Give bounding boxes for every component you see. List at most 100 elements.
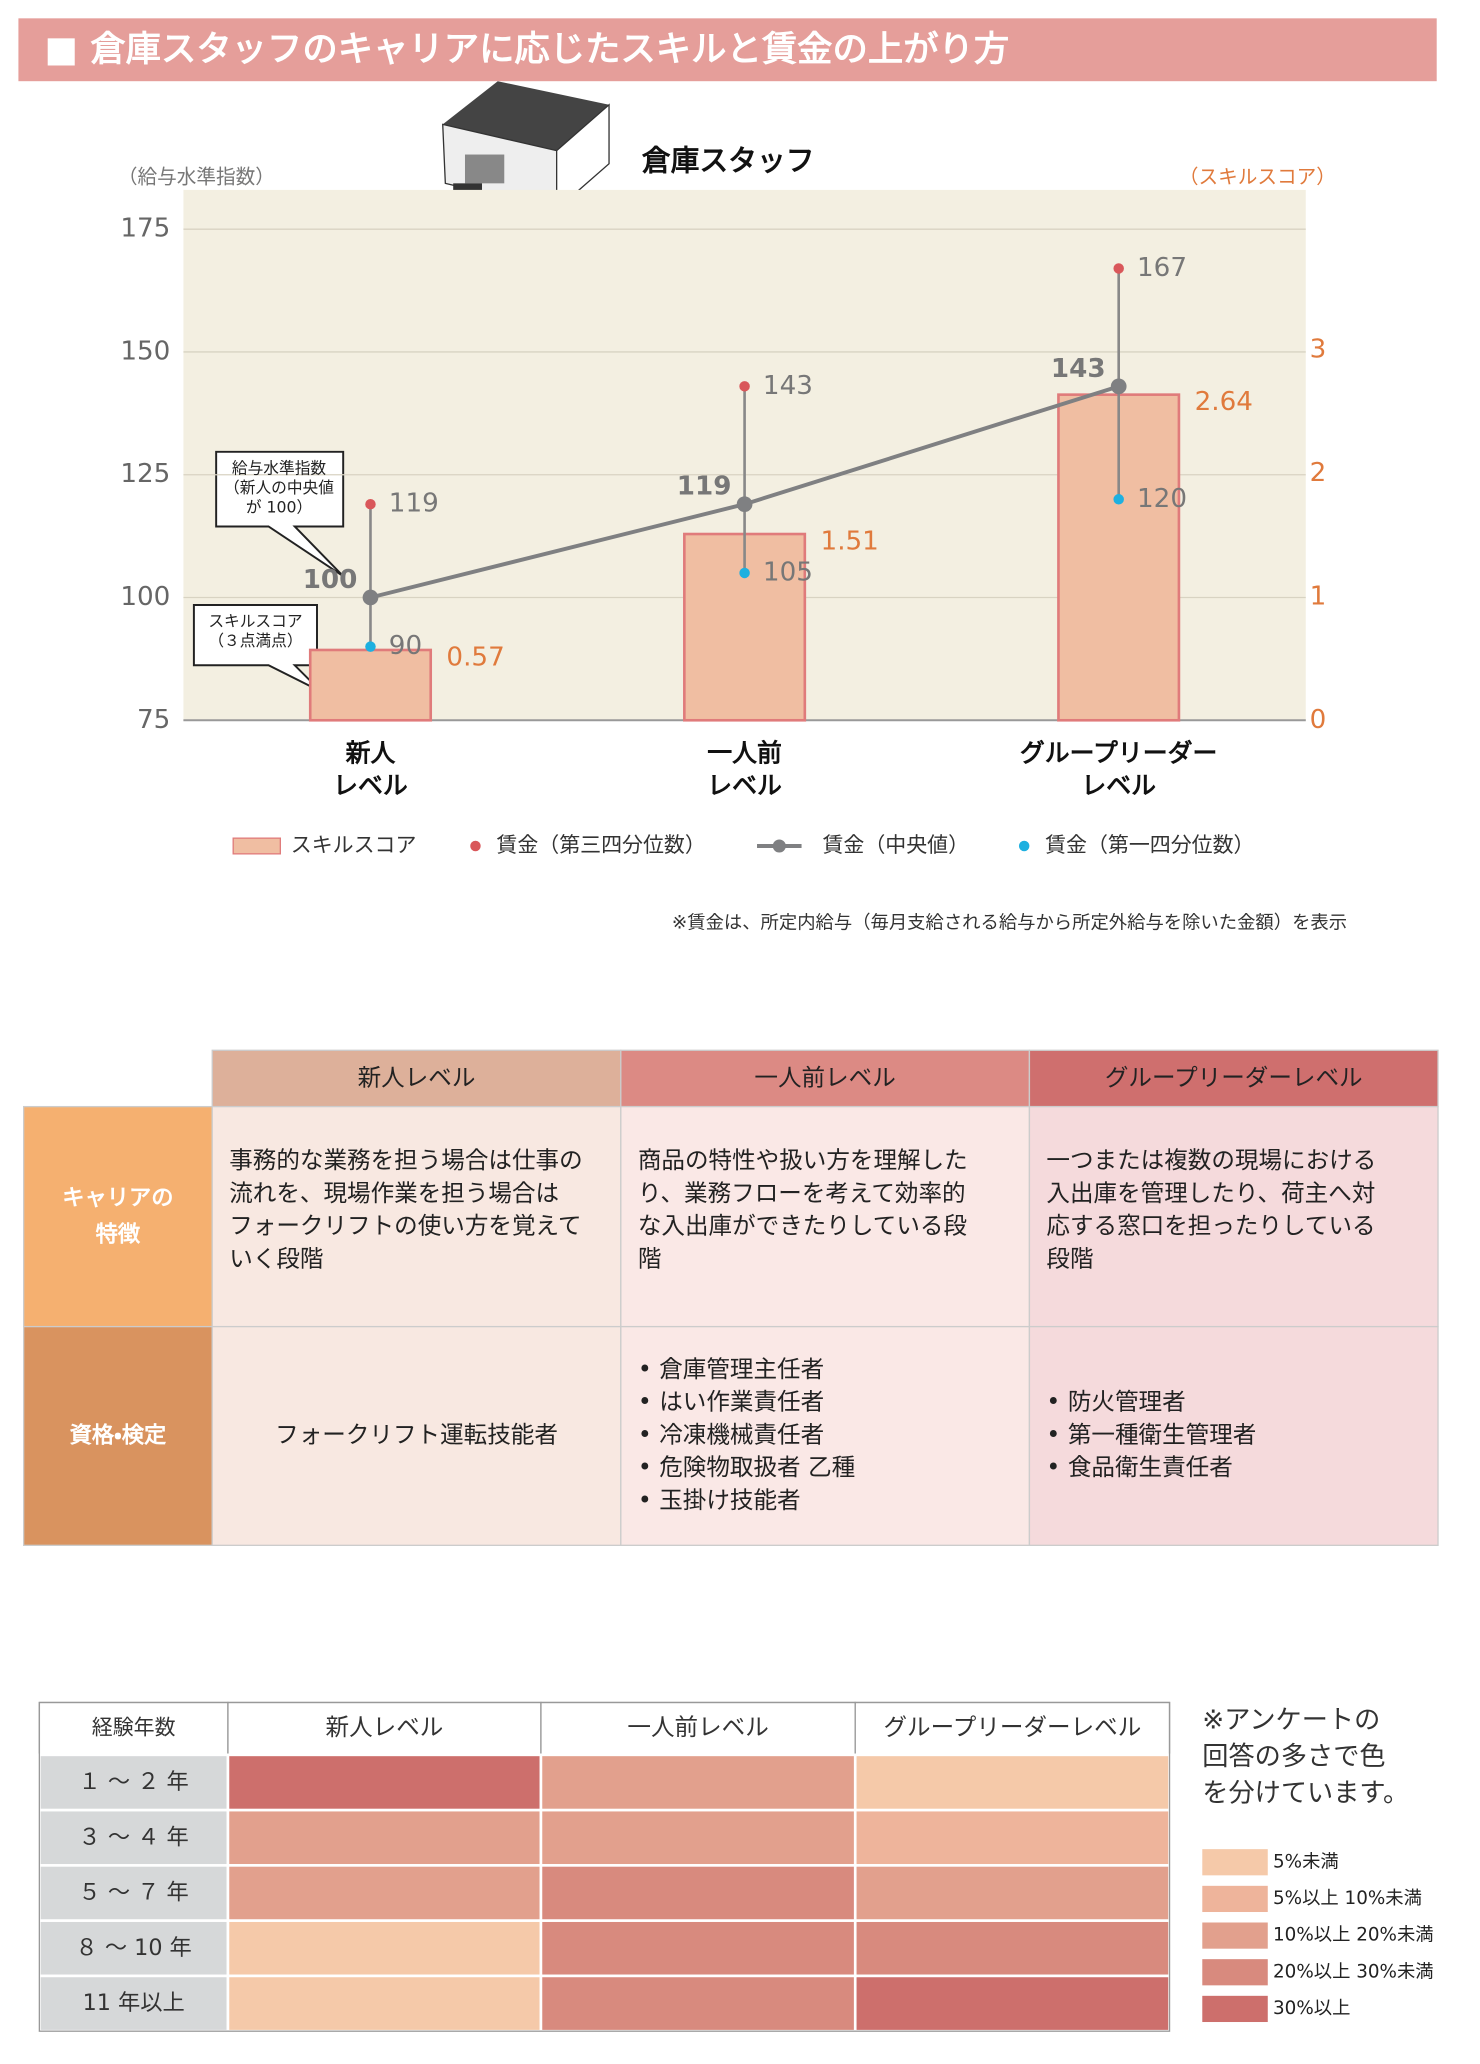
heatmap-cell — [539, 1974, 857, 2033]
table-header-cell — [1028, 1049, 1439, 1108]
value-label: 119 — [677, 472, 732, 502]
value-label: 120 — [1137, 484, 1187, 514]
dot — [365, 498, 376, 510]
cell-text: フォークリフトの使い方を覚えて — [229, 1212, 581, 1240]
table-cell — [1028, 1325, 1439, 1546]
legend-label: スキルスコア — [291, 833, 417, 857]
row-header-cell — [22, 1105, 213, 1328]
heatmap-border — [38, 1701, 1171, 2032]
annotation: （新人の中央値 — [224, 478, 334, 497]
cell-text: 一つまたは複数の現場における — [1046, 1146, 1376, 1174]
dot — [365, 641, 376, 652]
legend-swatch — [1202, 1995, 1268, 2023]
y2-tick-label: 3 — [1310, 335, 1327, 365]
heatmap-column: グループリーダーレベル — [884, 1713, 1142, 1741]
heatmap-header-cell — [227, 1701, 542, 1756]
table-header-cell — [620, 1049, 1031, 1108]
heatmap-cell — [539, 1919, 857, 1978]
dot — [739, 567, 750, 579]
legend-label: 5%未満 — [1273, 1851, 1339, 1872]
heatmap-column: 一人前レベル — [627, 1713, 768, 1741]
heatmap-cell — [226, 1919, 543, 1978]
cell-text: 流れを、現場作業を担う場合は — [229, 1179, 559, 1207]
y2-tick-label: 2 — [1310, 458, 1327, 488]
dot — [1113, 494, 1124, 505]
heatmap-cell — [226, 1974, 543, 2033]
heatmap-corner: 経験年数 — [92, 1716, 176, 1740]
table-header: 一人前レベル — [754, 1064, 895, 1092]
table-cell — [1028, 1105, 1439, 1328]
heatmap-cell — [539, 1753, 857, 1812]
table-cell — [620, 1105, 1031, 1328]
y2-axis-label: （スキルスコア） — [1179, 166, 1336, 189]
row-header-cell — [22, 1325, 213, 1546]
cell-text: 入出庫を管理したり、荷主へ対 — [1046, 1179, 1375, 1207]
legend-label: 賃金（中央値） — [823, 833, 970, 857]
median-dot — [1110, 378, 1127, 395]
x-tick-label: 一人前 — [707, 738, 782, 767]
value-label: 143 — [763, 371, 813, 401]
page-title: ■ 倉庫スタッフのキャリアに応じたスキルと賃金の上がり方 — [45, 29, 1010, 70]
cell-text: いく段階 — [229, 1244, 323, 1272]
heatmap-row-label: １ ～ ２ 年 — [79, 1769, 189, 1795]
y-tick-label: 100 — [120, 582, 170, 612]
heatmap-row-label: 11 年以上 — [83, 1990, 185, 2016]
median-dot — [736, 496, 753, 513]
y-tick-label: 75 — [137, 705, 170, 735]
dot — [1113, 263, 1124, 274]
value-label: 143 — [1051, 354, 1106, 384]
median-dot — [362, 589, 379, 606]
legend-swatch — [772, 839, 786, 853]
table-cell — [211, 1105, 622, 1328]
row-header: 特徴 — [96, 1220, 141, 1247]
heatmap-cell — [226, 1808, 543, 1867]
cell-text: フォークリフト運転技能者 — [275, 1420, 558, 1448]
cell-text: • 危険物取扱者 乙種 — [638, 1453, 855, 1481]
table-header-cell — [211, 1049, 622, 1108]
cell-text: 応する窓口を担ったりしている — [1046, 1212, 1375, 1240]
value-label: 167 — [1137, 253, 1187, 283]
cell-text: • はい作業責任者 — [638, 1388, 824, 1416]
heatmap-header-cell — [540, 1701, 856, 1756]
dot — [739, 381, 750, 392]
legend-label: 20%以上 30%未満 — [1273, 1961, 1434, 1982]
heatmap-cell — [853, 1753, 1171, 1812]
table-header: グループリーダーレベル — [1105, 1064, 1363, 1092]
y-tick-label: 175 — [120, 214, 170, 244]
cell-text: • 玉掛け技能者 — [638, 1486, 801, 1514]
heatmap-cell — [853, 1919, 1171, 1978]
y-axis-label: （給与水準指数） — [118, 166, 275, 189]
heatmap-row-label: ８ ～ 10 年 — [76, 1935, 192, 1961]
heatmap-header-cell — [854, 1701, 1171, 1756]
legend-swatch — [1018, 840, 1030, 852]
table-cell — [211, 1325, 622, 1546]
legend-label: 賃金（第三四分位数） — [496, 833, 705, 857]
annotation: 給与水準指数 — [232, 458, 327, 477]
bar-label: 0.57 — [446, 642, 504, 672]
value-label: 119 — [389, 489, 439, 519]
y2-tick-label: 1 — [1310, 581, 1327, 611]
heatmap-cell — [226, 1864, 543, 1922]
x-tick-label: グループリーダー — [1020, 738, 1218, 767]
heatmap-row-label: ５ ～ ７ 年 — [79, 1880, 189, 1906]
table-cell — [620, 1325, 1031, 1546]
cell-text: 階 — [638, 1244, 662, 1272]
cell-text: • 冷凍機械責任者 — [638, 1420, 824, 1448]
row-header: 資格・検定 — [70, 1421, 167, 1448]
heatmap-cell — [853, 1974, 1171, 2033]
bar-label: 2.64 — [1195, 387, 1253, 417]
cell-text: 商品の特性や扱い方を理解した — [638, 1146, 968, 1174]
row-header: キャリアの — [62, 1185, 173, 1211]
cell-text: • 倉庫管理主任者 — [638, 1355, 824, 1383]
bar-label: 1.51 — [821, 526, 879, 556]
cell-text: • 食品衛生責任者 — [1046, 1453, 1232, 1481]
y-tick-label: 150 — [120, 336, 170, 366]
cell-text: な入出庫ができたりしている段 — [638, 1212, 967, 1240]
value-label: 105 — [763, 557, 813, 587]
chart-title: 倉庫スタッフ — [642, 143, 815, 177]
x-tick-label: レベル — [1081, 771, 1156, 800]
cell-text: • 第一種衛生管理者 — [1046, 1420, 1256, 1448]
bar — [308, 648, 433, 722]
heatmap-note: 回答の多さで色 — [1202, 1742, 1385, 1772]
